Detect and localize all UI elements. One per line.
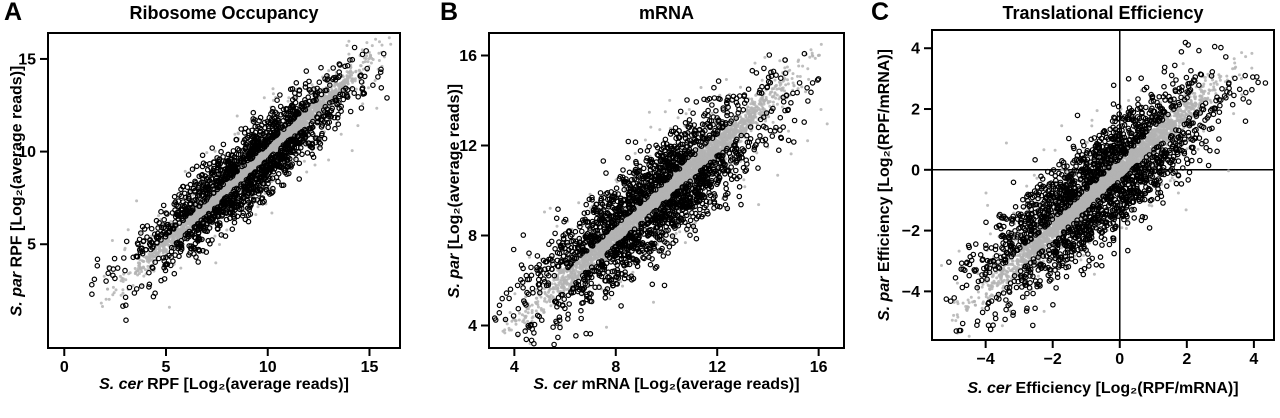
y-tick-label: 4 <box>911 41 920 58</box>
y-tick-label: 12 <box>459 138 477 155</box>
x-tick-label: 5 <box>162 359 171 376</box>
panel-label-a: A <box>4 0 23 26</box>
black-points-layer <box>89 44 390 324</box>
x-tick-label: 16 <box>810 359 828 376</box>
x-tick-label: 0 <box>1115 351 1124 368</box>
chart-title-b: mRNA <box>638 3 694 23</box>
black-points-layer <box>491 50 822 348</box>
species-name: S. cer <box>967 380 1012 397</box>
scatter-plot-a: 0 5 10 15 5 10 15 <box>18 32 401 376</box>
x-tick-label: 15 <box>361 359 379 376</box>
scatter-plot-c: −4 −2 0 2 4 −4 −2 0 2 4 <box>902 29 1275 368</box>
y-tick-label: 10 <box>18 144 36 161</box>
y-tick-label: 4 <box>468 318 477 335</box>
axis-label-text: Efficiency [Log₂(RPF/mRNA)] <box>1011 380 1239 397</box>
panel-c: C Translational Efficiency S. par Effici… <box>854 0 1280 418</box>
y-tick-label: 2 <box>911 102 920 119</box>
y-tick-label: 15 <box>18 51 36 68</box>
panel-b: B mRNA S. par [Log₂(average reads)] 4 8 12… <box>427 0 854 418</box>
chart-title-c: Translational Efficiency <box>1002 3 1204 23</box>
x-tick-label: −4 <box>977 351 995 368</box>
x-tick-label: −2 <box>1044 351 1062 368</box>
black-points-layer <box>943 39 1269 334</box>
species-name: S. cer <box>99 376 143 393</box>
panel-label-b: B <box>440 0 459 26</box>
chart-title-a: Ribosome Occupancy <box>129 3 319 23</box>
x-tick-label: 2 <box>1182 351 1191 368</box>
y-tick-label: −4 <box>902 284 920 301</box>
y-tick-label: 5 <box>27 237 36 254</box>
y-tick-label: 16 <box>459 48 477 65</box>
x-tick-label: 10 <box>259 359 277 376</box>
y-tick-label: −2 <box>902 223 920 240</box>
x-axis-label-c: S. cer Efficiency [Log₂(RPF/mRNA)] <box>932 380 1274 398</box>
x-axis-label-b: S. cer mRNA [Log₂(average reads)] <box>489 376 844 394</box>
scatter-plot-b: 4 8 12 16 4 8 12 16 <box>459 32 845 376</box>
panel-label-c: C <box>871 0 890 26</box>
x-tick-label: 8 <box>611 359 620 376</box>
gray-points-layer <box>99 36 393 308</box>
x-tick-label: 12 <box>708 359 726 376</box>
panel-a: A Ribosome Occupancy S. par RPF [Log₂(av… <box>0 0 427 418</box>
axis-label-text: RPF [Log₂(average reads)] <box>142 376 349 393</box>
axis-label-text: mRNA [Log₂(average reads)] <box>577 376 800 393</box>
x-tick-label: 0 <box>60 359 69 376</box>
species-name: S. cer <box>533 376 578 393</box>
x-tick-label: 4 <box>510 359 519 376</box>
gray-points-layer <box>501 42 823 338</box>
y-tick-label: 8 <box>468 228 477 245</box>
y-tick-label: 0 <box>911 162 920 179</box>
x-axis-label-a: S. cer RPF [Log₂(average reads)] <box>48 376 400 394</box>
x-tick-label: 4 <box>1249 351 1258 368</box>
